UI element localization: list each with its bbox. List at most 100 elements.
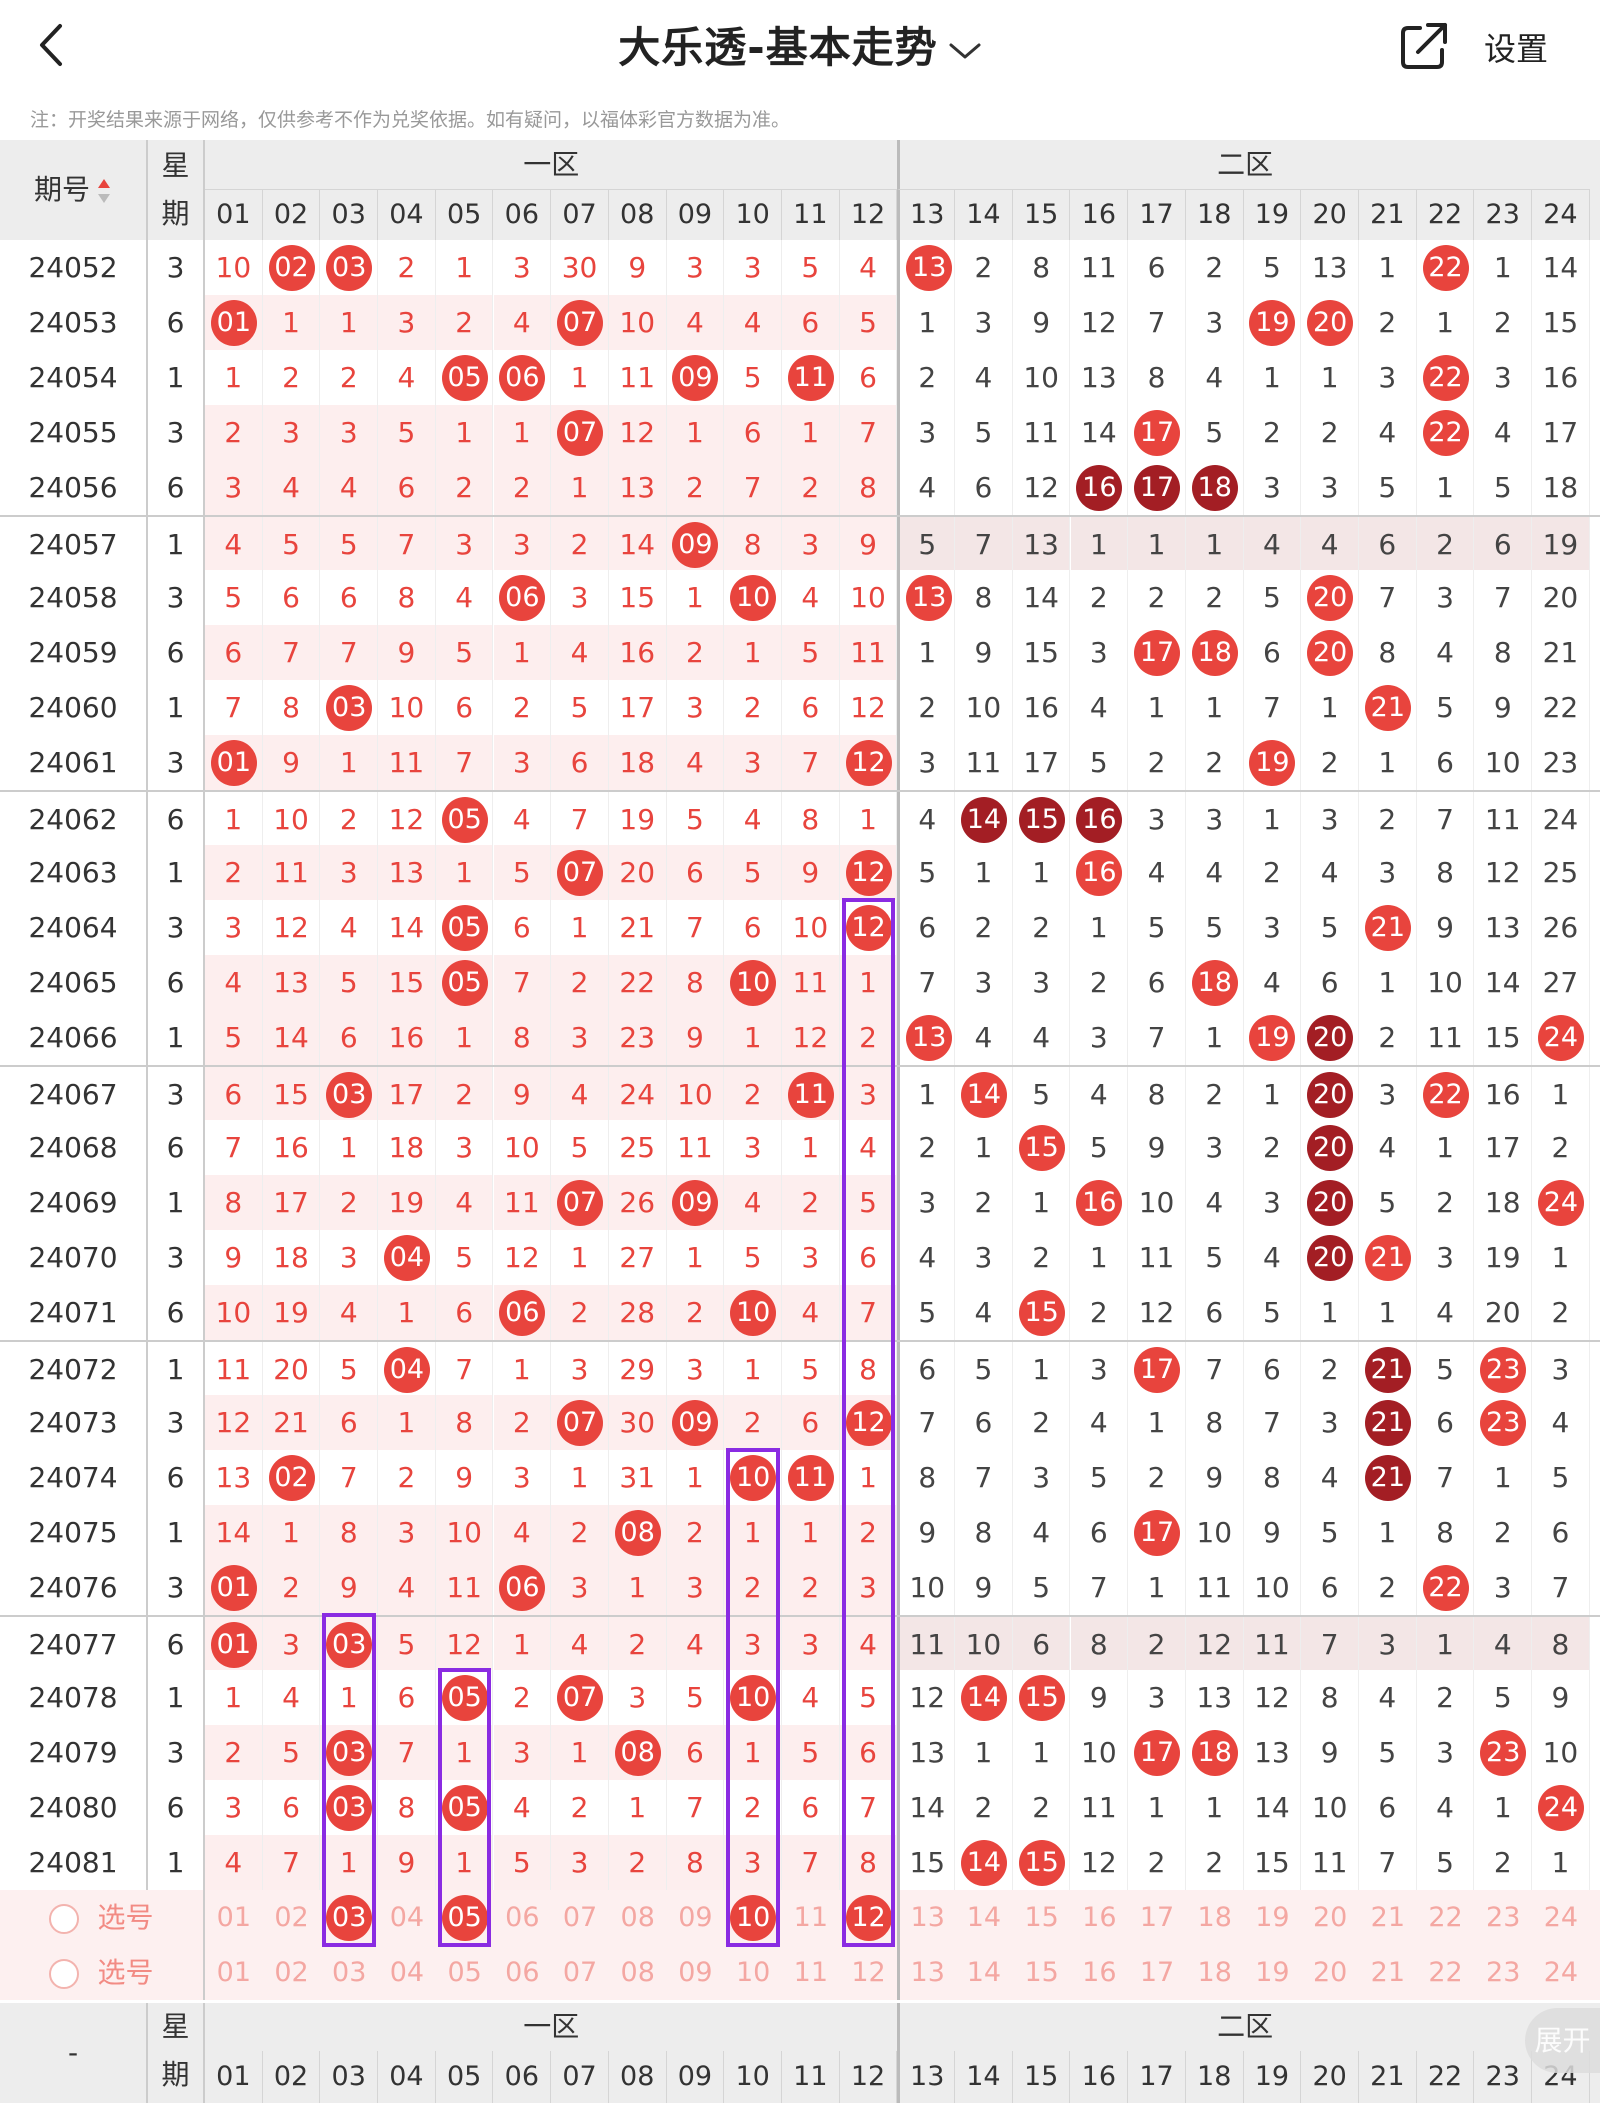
- omission-cell[interactable]: 1: [724, 1342, 782, 1397]
- omission-cell[interactable]: 7: [782, 1835, 840, 1890]
- omission-cell[interactable]: 4: [1359, 405, 1417, 460]
- omission-cell[interactable]: 11: [955, 735, 1013, 790]
- omission-cell[interactable]: 1: [667, 1230, 725, 1285]
- omission-cell[interactable]: 1: [897, 625, 956, 680]
- omission-cell[interactable]: 15: [897, 1835, 956, 1890]
- omission-cell[interactable]: 1: [1186, 680, 1244, 735]
- select-row-label[interactable]: 选号: [0, 1945, 205, 2000]
- omission-cell[interactable]: 1: [320, 295, 379, 350]
- omission-cell[interactable]: 1: [782, 1505, 840, 1560]
- footer-column-header-14[interactable]: 14: [955, 2051, 1013, 2103]
- omission-cell[interactable]: 2: [1532, 1120, 1590, 1175]
- omission-cell[interactable]: 13: [1301, 240, 1359, 295]
- select-number-cell[interactable]: 01: [216, 1957, 252, 1988]
- hit-cell[interactable]: 02: [263, 240, 321, 295]
- omission-cell[interactable]: 9: [782, 845, 840, 900]
- omission-cell[interactable]: 4: [1243, 517, 1302, 572]
- omission-cell[interactable]: 10: [1186, 1505, 1244, 1560]
- omission-cell[interactable]: 11: [782, 955, 840, 1010]
- omission-cell[interactable]: 4: [551, 1067, 609, 1122]
- omission-cell[interactable]: 4: [1417, 625, 1475, 680]
- omission-cell[interactable]: 7: [955, 517, 1013, 572]
- omission-cell[interactable]: 5: [1071, 1120, 1129, 1175]
- omission-cell[interactable]: 6: [782, 680, 840, 735]
- omission-cell[interactable]: 2: [493, 1395, 552, 1450]
- footer-column-header-15[interactable]: 15: [1013, 2051, 1071, 2103]
- omission-cell[interactable]: 15: [1244, 1835, 1302, 1890]
- omission-cell[interactable]: 2: [1186, 1067, 1244, 1122]
- omission-cell[interactable]: 2: [1013, 900, 1071, 955]
- select-number-cell[interactable]: 15: [1024, 1902, 1059, 1933]
- omission-cell[interactable]: 4: [1071, 1067, 1129, 1122]
- footer-column-header-02[interactable]: 02: [263, 2051, 321, 2103]
- omission-cell[interactable]: 9: [262, 735, 321, 790]
- hit-cell[interactable]: 07: [551, 295, 609, 350]
- omission-cell[interactable]: 1: [320, 735, 379, 790]
- column-header-21[interactable]: 21: [1359, 190, 1417, 240]
- omission-cell[interactable]: 4: [1128, 845, 1186, 900]
- omission-cell[interactable]: 10: [205, 1285, 263, 1340]
- omission-cell[interactable]: 3: [1474, 350, 1533, 405]
- omission-cell[interactable]: 6: [263, 1780, 321, 1835]
- omission-cell[interactable]: 1: [1185, 517, 1244, 572]
- select-number-cell[interactable]: 20: [1312, 1957, 1348, 1988]
- select-number-cell[interactable]: 05: [447, 1957, 482, 1988]
- omission-cell[interactable]: 18: [1532, 460, 1590, 515]
- select-number-cell[interactable]: 14: [966, 1902, 1002, 1933]
- omission-cell[interactable]: 1: [1532, 1067, 1590, 1122]
- omission-cell[interactable]: 8: [724, 517, 782, 572]
- omission-cell[interactable]: 12: [1071, 1835, 1129, 1890]
- omission-cell[interactable]: 7: [724, 460, 782, 515]
- omission-cell[interactable]: 2: [1474, 1835, 1533, 1890]
- omission-cell[interactable]: 3: [493, 517, 552, 572]
- omission-cell[interactable]: 4: [320, 900, 379, 955]
- omission-cell[interactable]: 3: [551, 1010, 609, 1065]
- omission-cell[interactable]: 1: [551, 900, 609, 955]
- omission-cell[interactable]: 4: [840, 1120, 898, 1175]
- omission-cell[interactable]: 10: [1301, 1780, 1359, 1835]
- omission-cell[interactable]: 8: [1417, 845, 1475, 900]
- omission-cell[interactable]: 4: [782, 1285, 840, 1340]
- omission-cell[interactable]: 1: [205, 1670, 263, 1725]
- omission-cell[interactable]: 5: [1474, 460, 1533, 515]
- omission-cell[interactable]: 3: [494, 240, 552, 295]
- omission-cell[interactable]: 2: [724, 1560, 782, 1615]
- omission-cell[interactable]: 2: [897, 350, 956, 405]
- hit-cell[interactable]: 17: [1128, 1505, 1186, 1560]
- omission-cell[interactable]: 4: [666, 1617, 725, 1672]
- omission-cell[interactable]: 5: [1186, 1230, 1244, 1285]
- omission-cell[interactable]: 5: [955, 1342, 1013, 1397]
- hit-cell[interactable]: 14: [955, 1835, 1013, 1890]
- omission-cell[interactable]: 3: [1186, 792, 1244, 847]
- column-header-07[interactable]: 07: [551, 190, 609, 240]
- omission-cell[interactable]: 6: [320, 1010, 379, 1065]
- omission-cell[interactable]: 2: [494, 1670, 552, 1725]
- omission-cell[interactable]: 6: [551, 735, 609, 790]
- omission-cell[interactable]: 5: [955, 405, 1013, 460]
- omission-cell[interactable]: 7: [1474, 570, 1533, 625]
- omission-cell[interactable]: 9: [205, 1230, 263, 1285]
- omission-cell[interactable]: 10: [955, 1617, 1013, 1672]
- omission-cell[interactable]: 3: [205, 900, 263, 955]
- hit-cell[interactable]: 01: [205, 1617, 263, 1672]
- omission-cell[interactable]: 3: [1359, 1617, 1417, 1672]
- omission-cell[interactable]: 2: [782, 1560, 840, 1615]
- omission-cell[interactable]: 4: [724, 1175, 782, 1230]
- select-number-cell[interactable]: 11: [793, 1957, 829, 1988]
- omission-cell[interactable]: 10: [1474, 735, 1533, 790]
- omission-cell[interactable]: 5: [667, 792, 725, 847]
- omission-cell[interactable]: 2: [897, 680, 956, 735]
- omission-cell[interactable]: 15: [1474, 1010, 1533, 1065]
- omission-cell[interactable]: 8: [666, 1835, 725, 1890]
- omission-cell[interactable]: 2: [435, 295, 494, 350]
- omission-cell[interactable]: 12: [782, 1010, 840, 1065]
- omission-cell[interactable]: 5: [320, 1342, 379, 1397]
- omission-cell[interactable]: 3: [782, 1230, 840, 1285]
- omission-cell[interactable]: 4: [378, 350, 436, 405]
- omission-cell[interactable]: 2: [666, 1505, 725, 1560]
- omission-cell[interactable]: 6: [435, 1285, 494, 1340]
- footer-column-header-03[interactable]: 03: [320, 2051, 379, 2103]
- omission-cell[interactable]: 3: [782, 517, 840, 572]
- select-number-cell[interactable]: 17: [1139, 1957, 1175, 1988]
- omission-cell[interactable]: 5: [839, 295, 898, 350]
